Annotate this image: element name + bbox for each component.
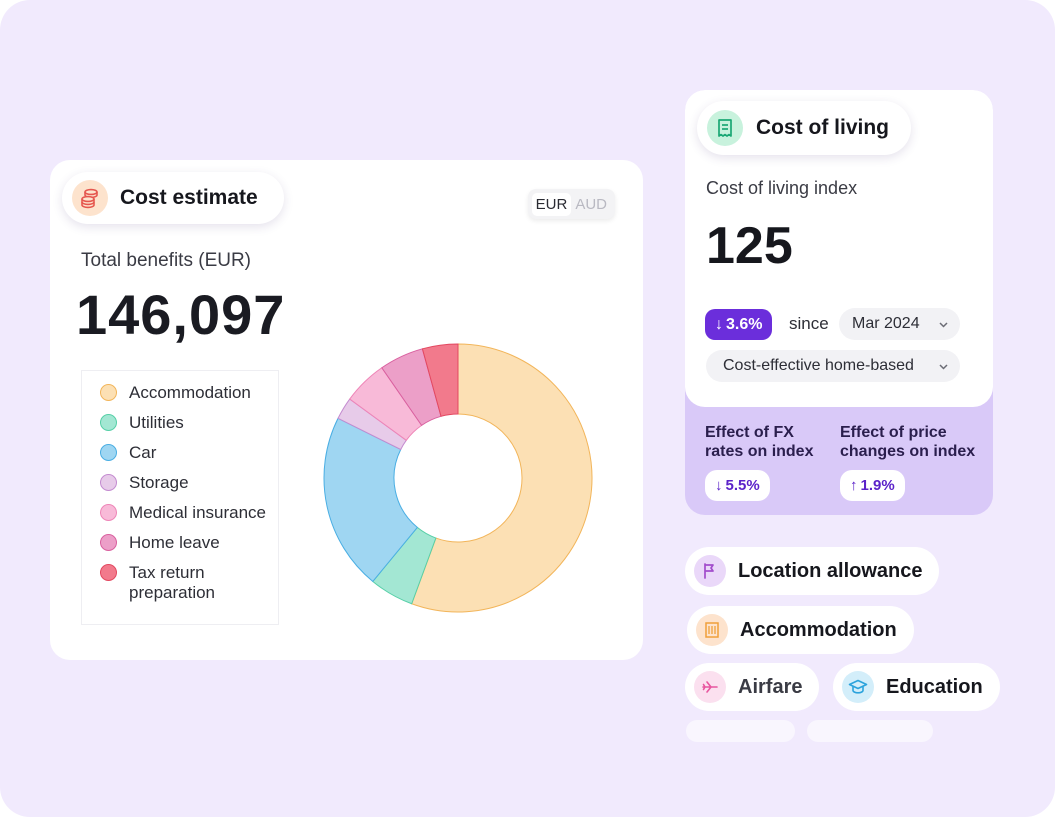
placeholder-chip [686,720,795,742]
legend-swatch [100,564,117,581]
placeholder-chip [807,720,933,742]
cost-of-living-title-pill: Cost of living [697,101,911,155]
legend-swatch [100,474,117,491]
chevron-down-icon [939,322,948,328]
legend-swatch [100,534,117,551]
location-allowance-label: Location allowance [738,559,923,582]
cost-of-living-card: Cost of living Cost of living index 125 … [685,90,993,515]
legend-item: Medical insurance [82,503,278,523]
legend-swatch [100,504,117,521]
building-icon [696,614,728,646]
airfare-label: Airfare [738,675,803,698]
index-label: Cost of living index [706,178,858,198]
legend-item: Tax return preparation [82,563,278,603]
cost-estimate-title: Cost estimate [120,186,258,209]
month-select-value: Mar 2024 [852,315,920,332]
index-change-badge: ↓ 3.6% [705,309,773,340]
plane-icon [694,671,726,703]
currency-option-aud[interactable]: AUD [575,195,607,213]
fx-effect-value: 5.5% [725,477,760,494]
currency-toggle[interactable]: EUR AUD [527,189,615,219]
chevron-down-icon [939,364,948,370]
since-label: since [789,314,829,333]
price-effect-value: 1.9% [860,477,895,494]
legend-label: Home leave [129,533,220,552]
coins-icon [72,180,108,216]
receipt-icon [707,110,743,146]
cost-estimate-title-pill: Cost estimate [62,172,284,224]
basis-select[interactable]: Cost-effective home-based [706,350,960,382]
arrow-up-icon: ↑ [850,477,858,494]
price-effect-badge: ↑ 1.9% [840,470,905,501]
accommodation-label: Accommodation [740,618,897,641]
education-chip[interactable]: Education [833,663,1000,711]
currency-option-eur[interactable]: EUR [531,192,572,216]
legend-label: Car [129,443,157,462]
chart-legend: Accommodation Utilities Car Storage Medical … [81,370,279,625]
legend-label: Tax return preparation [129,563,216,602]
donut-slice [421,343,459,417]
legend-label: Medical insurance [129,503,267,522]
month-select[interactable]: Mar 2024 [839,308,960,340]
arrow-down-icon: ↓ [715,315,723,333]
price-effect-label: Effect of price changes on index [840,424,976,460]
accommodation-chip[interactable]: Accommodation [687,606,914,654]
basis-select-value: Cost-effective home-based [723,357,914,374]
fx-effect-badge: ↓ 5.5% [705,470,770,501]
donut-chart [323,343,593,613]
legend-label: Accommodation [129,383,251,402]
legend-item: Car [82,443,278,463]
legend-swatch [100,444,117,461]
index-value: 125 [706,217,793,275]
legend-item: Home leave [82,533,278,553]
total-benefits-value: 146,097 [76,283,286,346]
fx-effect-label: Effect of FX rates on index [705,424,814,460]
legend-swatch [100,384,117,401]
total-benefits-label: Total benefits (EUR) [81,250,252,271]
legend-label: Utilities [129,413,184,432]
legend-label: Storage [129,473,189,492]
cost-estimate-card: Cost estimate EUR AUD Total benefits (EU… [50,160,643,660]
arrow-down-icon: ↓ [715,477,723,494]
index-change-value: 3.6% [726,315,763,333]
location-allowance-chip[interactable]: Location allowance [685,547,940,595]
legend-item: Storage [82,473,278,493]
education-label: Education [886,675,983,698]
cost-of-living-panel: Cost of living Cost of living index 125 … [685,90,993,407]
legend-item: Accommodation [82,383,278,403]
airfare-chip[interactable]: Airfare [685,663,820,711]
donut-slice [411,343,593,613]
legend-swatch [100,414,117,431]
graduation-cap-icon [842,671,874,703]
cost-of-living-title: Cost of living [756,116,889,139]
flag-icon [694,555,726,587]
legend-item: Utilities [82,413,278,433]
donut-slice [323,417,419,583]
